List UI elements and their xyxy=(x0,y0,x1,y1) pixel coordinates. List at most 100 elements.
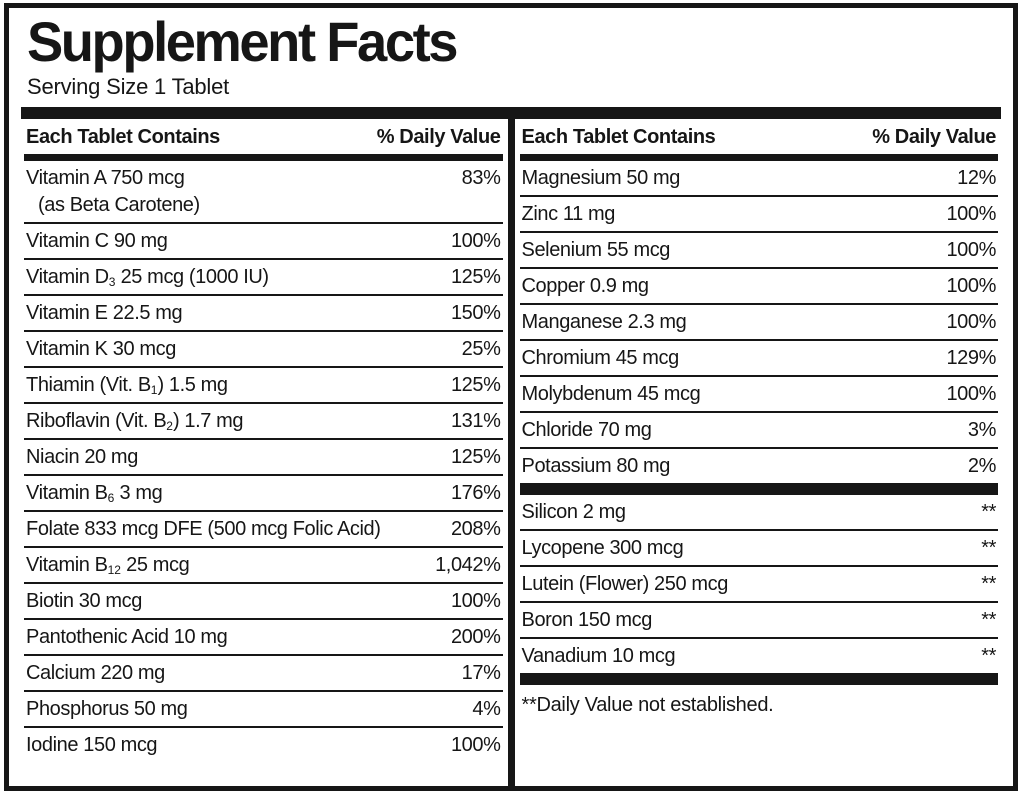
left-column: Each Tablet Contains % Daily Value Vitamin… xyxy=(21,119,506,786)
ingredient-name: Vitamin D3 25 mcg (1000 IU) xyxy=(26,266,269,290)
table-row: Lutein (Flower) 250 mcg ** xyxy=(519,567,998,604)
ingredient-name: Vitamin K 30 mcg xyxy=(26,338,176,361)
daily-value-footnote: **Daily Value not established. xyxy=(521,694,774,717)
column-header: Each Tablet Contains % Daily Value xyxy=(520,119,999,154)
ingredient-name: Pantothenic Acid 10 mg xyxy=(26,626,228,649)
table-row: Vitamin B12 25 mcg 1,042% xyxy=(24,548,503,585)
column-header-contains: Each Tablet Contains xyxy=(521,126,716,149)
ingredient-name: Iodine 150 mcg xyxy=(26,734,158,757)
column-header-daily-value: % Daily Value xyxy=(872,126,996,149)
table-row: Selenium 55 mcg 100% xyxy=(519,233,998,270)
table-row: Lycopene 300 mcg ** xyxy=(519,531,998,568)
daily-value: 100% xyxy=(946,203,996,226)
table-row: Vitamin E 22.5 mg 150% xyxy=(24,296,503,333)
ingredient-name: Chromium 45 mcg xyxy=(521,347,680,370)
table-row: Vitamin B6 3 mg 176% xyxy=(24,476,503,513)
table-row: Vitamin A 750 mcg (as Beta Carotene) 83% xyxy=(24,161,503,225)
ingredient-name: Calcium 220 mg xyxy=(26,662,165,685)
table-row: Pantothenic Acid 10 mg 200% xyxy=(24,620,503,657)
ingredient-name: Potassium 80 mg xyxy=(521,455,671,478)
column-header-daily-value: % Daily Value xyxy=(376,126,501,149)
table-row: Boron 150 mcg ** xyxy=(519,603,998,640)
header-underline-bar xyxy=(24,154,503,162)
table-row: Manganese 2.3 mg 100% xyxy=(519,305,998,342)
daily-value: 100% xyxy=(946,383,996,406)
ingredient-name: Vitamin E 22.5 mg xyxy=(26,302,183,325)
daily-value: ** xyxy=(981,645,996,668)
table-row: Thiamin (Vit. B1) 1.5 mg 125% xyxy=(24,368,503,405)
daily-value: ** xyxy=(981,573,996,596)
ingredient-name: Phosphorus 50 mg xyxy=(26,698,188,721)
daily-value: 2% xyxy=(967,455,997,478)
column-header: Each Tablet Contains % Daily Value xyxy=(24,119,503,154)
ingredient-name: Vitamin C 90 mg xyxy=(26,230,168,253)
ingredient-name: Folate 833 mcg DFE (500 mcg Folic Acid) xyxy=(26,518,381,541)
daily-value: 100% xyxy=(946,239,996,262)
table-row: Copper 0.9 mg 100% xyxy=(519,269,998,306)
table-row: Phosphorus 50 mg 4% xyxy=(24,692,503,729)
daily-value: 4% xyxy=(472,698,501,721)
ingredient-name: Vitamin B6 3 mg xyxy=(26,482,163,506)
ingredient-name: Riboflavin (Vit. B2) 1.7 mg xyxy=(26,410,244,434)
daily-value: 100% xyxy=(450,590,501,613)
daily-value: 176% xyxy=(450,482,501,505)
table-row: Iodine 150 mcg 100% xyxy=(24,728,503,762)
daily-value: ** xyxy=(981,609,996,632)
daily-value: 100% xyxy=(946,311,996,334)
right-column: Each Tablet Contains % Daily Value Magnesi… xyxy=(517,119,1002,786)
daily-value: 100% xyxy=(450,734,501,757)
section-divider-bar xyxy=(519,673,998,686)
ingredient-name: Manganese 2.3 mg xyxy=(521,311,687,334)
table-row: Magnesium 50 mg 12% xyxy=(519,161,998,198)
label-title: Supplement Facts xyxy=(27,10,458,73)
ingredient-name: Lycopene 300 mcg xyxy=(521,537,684,560)
daily-value: 3% xyxy=(967,419,997,442)
daily-value: 129% xyxy=(946,347,996,370)
table-row: Vitamin C 90 mg 100% xyxy=(24,224,503,261)
ingredient-name-line2: (as Beta Carotene) xyxy=(38,194,200,217)
header-underline-bar xyxy=(519,154,998,162)
ingredient-name: Selenium 55 mcg xyxy=(521,239,671,262)
table-row: Chloride 70 mg 3% xyxy=(519,413,998,450)
table-row: Biotin 30 mcg 100% xyxy=(24,584,503,621)
daily-value: 200% xyxy=(450,626,501,649)
column-header-contains: Each Tablet Contains xyxy=(26,126,220,149)
daily-value: 125% xyxy=(450,374,501,397)
daily-value: 150% xyxy=(450,302,501,325)
table-row: Silicon 2 mg ** xyxy=(519,495,998,532)
ingredient-name: Silicon 2 mg xyxy=(521,501,627,524)
table-row: Riboflavin (Vit. B2) 1.7 mg 131% xyxy=(24,404,503,441)
ingredient-name: Chloride 70 mg xyxy=(521,419,652,442)
serving-size: Serving Size 1 Tablet xyxy=(27,74,230,100)
daily-value: 17% xyxy=(461,662,501,685)
ingredient-name: Magnesium 50 mg xyxy=(521,167,681,190)
table-row: Molybdenum 45 mcg 100% xyxy=(519,377,998,414)
table-row: Potassium 80 mg 2% xyxy=(520,449,999,483)
table-row: Vitamin D3 25 mcg (1000 IU) 125% xyxy=(24,260,503,297)
ingredient-name: Biotin 30 mcg xyxy=(26,590,142,613)
ingredient-name: Thiamin (Vit. B1) 1.5 mg xyxy=(26,374,228,398)
ingredient-name: Vitamin A 750 mcg (as Beta Carotene) xyxy=(26,165,200,219)
daily-value: 100% xyxy=(450,230,501,253)
ingredient-name: Vanadium 10 mcg xyxy=(521,645,676,668)
daily-value: 208% xyxy=(450,518,501,541)
label-header: Supplement Facts Serving Size 1 Tablet xyxy=(9,8,1013,100)
columns-container: Each Tablet Contains % Daily Value Vitamin… xyxy=(9,119,1013,786)
ingredient-name: Copper 0.9 mg xyxy=(521,275,650,298)
ingredient-name: Niacin 20 mg xyxy=(26,446,138,469)
table-row: Vanadium 10 mcg ** xyxy=(520,639,999,673)
table-row: Folate 833 mcg DFE (500 mcg Folic Acid) 2… xyxy=(24,512,503,549)
supplement-facts-label: Supplement Facts Serving Size 1 Tablet E… xyxy=(4,3,1018,791)
daily-value: 12% xyxy=(957,167,996,190)
ingredient-name: Boron 150 mcg xyxy=(521,609,653,632)
table-row: Niacin 20 mg 125% xyxy=(24,440,503,477)
daily-value: 131% xyxy=(450,410,501,433)
daily-value: 125% xyxy=(450,266,501,289)
table-row: Vitamin K 30 mcg 25% xyxy=(24,332,503,369)
header-divider-bar xyxy=(21,107,1001,120)
column-divider xyxy=(507,119,515,786)
table-row: Zinc 11 mg 100% xyxy=(519,197,998,234)
daily-value: ** xyxy=(981,537,996,560)
daily-value: 25% xyxy=(461,338,501,361)
daily-value: 125% xyxy=(450,446,501,469)
